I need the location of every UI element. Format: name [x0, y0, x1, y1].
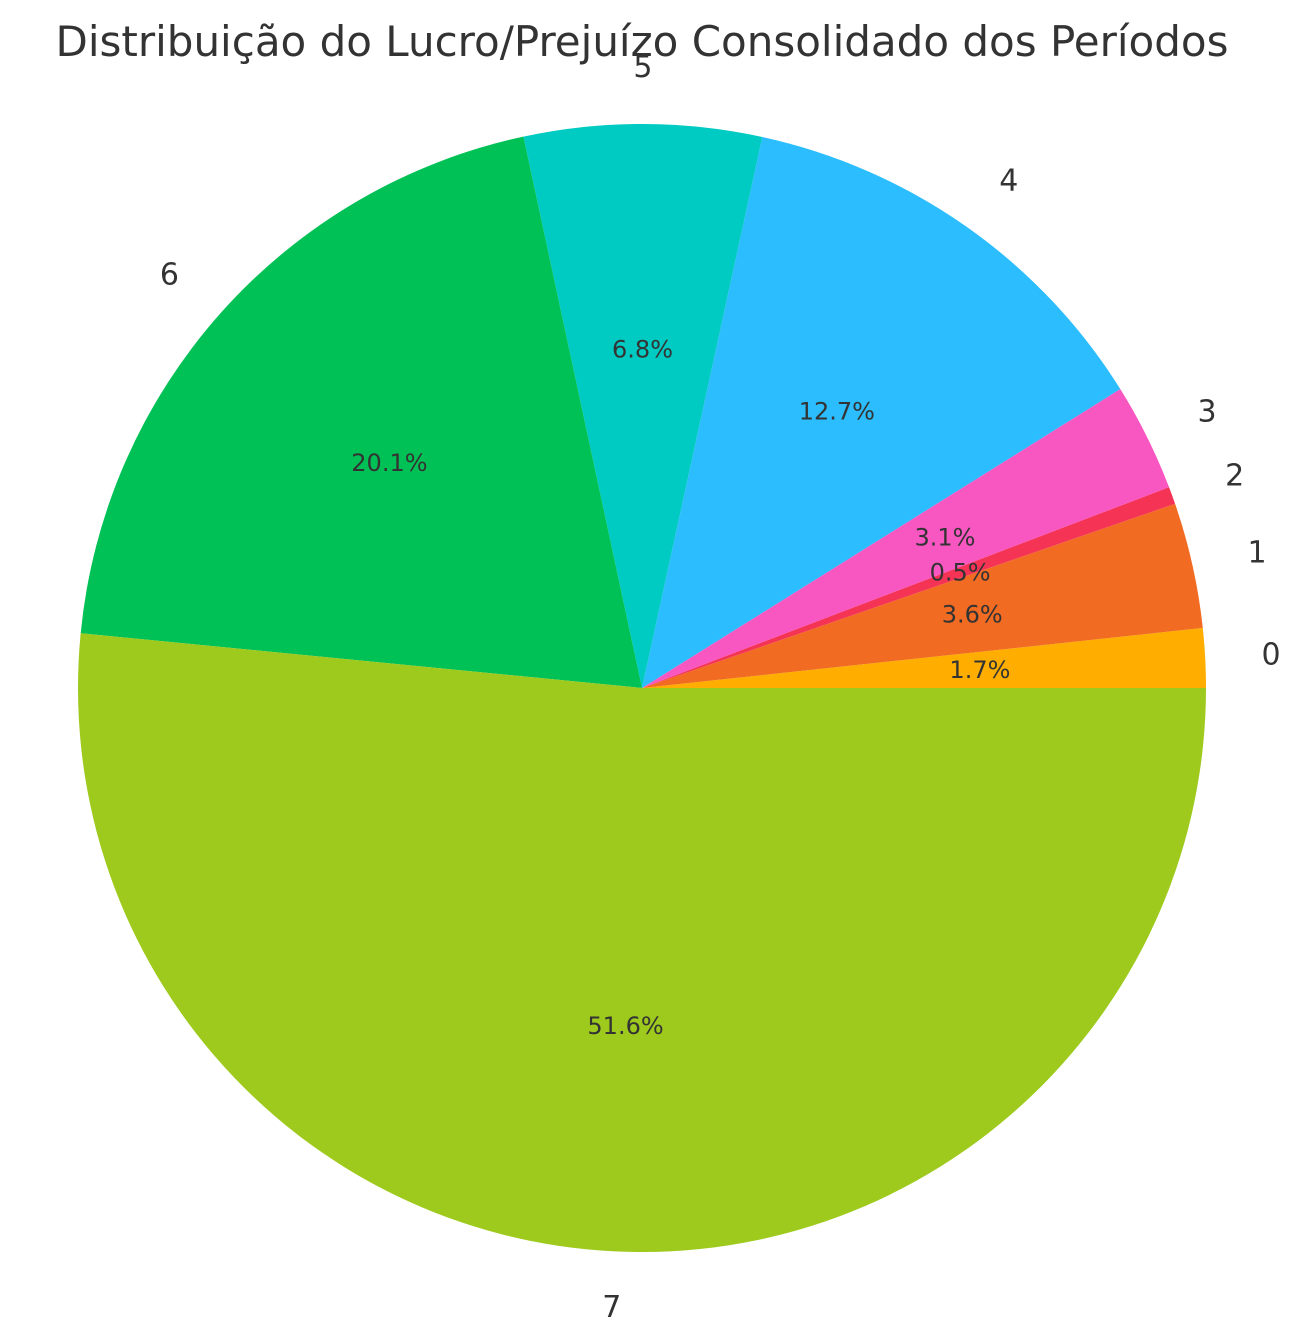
percent-label-6: 20.1%	[351, 449, 427, 477]
slice-label-3: 3	[1198, 394, 1217, 429]
percent-labels: 1.7% 3.6% 0.5% 3.1% 12.7% 6.8% 20.1% 51.6%	[351, 336, 1010, 1040]
pie-slice-6	[80, 136, 643, 689]
pie-slice-5	[523, 123, 763, 688]
percent-label-2: 0.5%	[930, 558, 991, 586]
pie-slice-0	[642, 627, 1206, 688]
pie-slice-2	[642, 487, 1176, 688]
pie-slices	[77, 123, 1207, 1253]
slice-label-2: 2	[1225, 459, 1244, 494]
percent-label-1: 3.6%	[942, 600, 1003, 628]
pie-slice-3	[642, 389, 1170, 688]
slice-label-1: 1	[1247, 535, 1266, 570]
slice-label-4: 4	[999, 163, 1018, 198]
percent-label-3: 3.1%	[915, 523, 976, 551]
chart-title: Distribuição do Lucro/Prejuízo Consolida…	[55, 17, 1228, 66]
percent-label-0: 1.7%	[949, 656, 1010, 684]
slice-label-7: 7	[602, 1290, 621, 1325]
percent-label-5: 6.8%	[612, 336, 673, 364]
pie-slice-7	[77, 633, 1207, 1253]
pie-slice-4	[642, 136, 1121, 689]
slice-label-6: 6	[160, 258, 179, 293]
percent-label-7: 51.6%	[587, 1012, 663, 1040]
percent-label-4: 12.7%	[799, 397, 875, 425]
slice-label-5: 5	[633, 50, 652, 85]
slice-label-0: 0	[1262, 637, 1281, 672]
pie-slice-1	[642, 503, 1203, 688]
